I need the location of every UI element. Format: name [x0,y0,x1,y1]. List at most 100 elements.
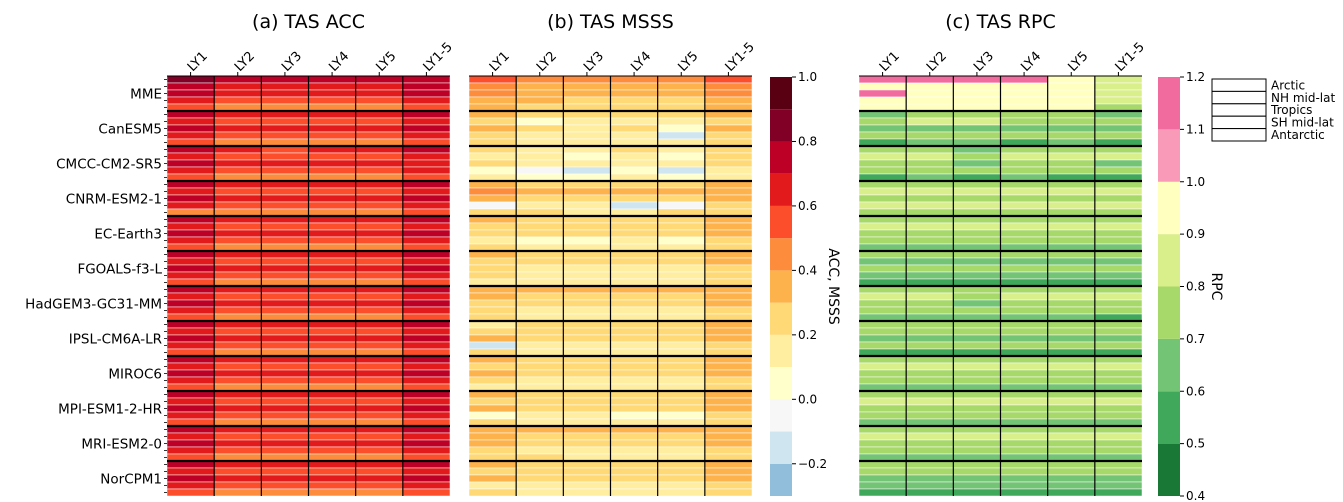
heatmap-cell [1047,264,1096,273]
heatmap-cell [610,82,658,91]
heatmap-cell [468,229,517,238]
heatmap-cell [953,229,1001,238]
heatmap-cell [515,229,564,238]
heatmap-cell [1094,159,1143,168]
heatmap-cell [1000,467,1048,476]
heatmap-cell [166,306,215,315]
heatmap-cell [1000,75,1048,84]
heatmap-cell [355,131,404,140]
heatmap-cell [657,201,706,210]
heatmap-cell [1094,306,1143,315]
heatmap-cell [308,467,356,476]
heatmap-cell [610,467,658,476]
heatmap-cell [610,362,658,371]
heatmap-cell [1094,117,1143,126]
heatmap-cell [1000,89,1048,98]
heatmap-cell [402,201,451,210]
colorbar-segment [1158,129,1180,182]
heatmap-cell [402,89,451,98]
heatmap-cell [402,257,451,266]
heatmap-cell [1000,411,1048,420]
colorbar-segment [770,431,792,464]
heatmap-cell [468,481,517,490]
heatmap-cell [515,96,564,105]
heatmap-cell [610,96,658,105]
colorbar-segment [770,399,792,432]
heatmap-cell [515,166,564,175]
heatmap-cell [905,432,954,441]
heatmap-cell [1000,474,1048,483]
heatmap-cell [657,271,706,280]
heatmap-cell [1047,271,1096,280]
heatmap-cell [858,75,907,84]
heatmap-cell [261,159,309,168]
row-label: MME [130,87,162,103]
colorbar-tick-label: 0.6 [798,199,817,213]
heatmap-cell [563,327,611,336]
column-label: LY1-5 [723,40,758,75]
heatmap-cell [704,467,753,476]
heatmap-cell [953,187,1001,196]
heatmap-cell [563,124,611,133]
heatmap-cell [1047,474,1096,483]
heatmap-cell [657,292,706,301]
heatmap-cell [468,306,517,315]
heatmap-cell [953,89,1001,98]
column-label: LY2 [534,49,560,75]
heatmap-cell [657,439,706,448]
heatmap-cell [213,201,262,210]
legend-label: Antarctic [1271,128,1325,142]
heatmap-cell [563,369,611,378]
heatmap-cell [355,299,404,308]
heatmap-cell [468,474,517,483]
heatmap-cell [858,369,907,378]
heatmap-cell [402,481,451,490]
heatmap-cell [166,299,215,308]
heatmap-cell [468,152,517,161]
heatmap-cell [704,159,753,168]
colorbar-rpc: 1.2 1.1 1.0 0.9 0.8 0.7 0.6 0.5 0.4 RPC [1158,70,1224,502]
heatmap-cell [468,82,517,91]
heatmap-cell [261,439,309,448]
heatmap-cell [355,166,404,175]
heatmap-cell [261,341,309,350]
heatmap-cell [704,327,753,336]
heatmap-cell [704,96,753,105]
heatmap-cell [515,481,564,490]
heatmap-cell [166,271,215,280]
heatmap-cell [213,131,262,140]
heatmap-cell [657,82,706,91]
heatmap-cell [213,488,262,497]
heatmap-cell [953,292,1001,301]
heatmap-cell [308,334,356,343]
colorbar-segment [1158,77,1180,130]
heatmap-cell [905,327,954,336]
heatmap-cell [515,75,564,84]
heatmap-cell [1094,187,1143,196]
heatmap-cell [355,96,404,105]
heatmap-cell [213,229,262,238]
heatmap-cell [402,166,451,175]
heatmap-cell [468,194,517,203]
heatmap-cell [858,474,907,483]
heatmap-cell [610,159,658,168]
heatmap-cell [468,264,517,273]
heatmap-cell [515,376,564,385]
heatmap-cell [468,411,517,420]
heatmap-cell [657,306,706,315]
heatmap-cell [213,264,262,273]
heatmap-cell [1047,362,1096,371]
heatmap-cell [1000,82,1048,91]
column-label: LY4 [1018,49,1044,75]
heatmap-cell [166,264,215,273]
heatmap-cell [858,292,907,301]
heatmap-cell [166,397,215,406]
heatmap-cell [402,362,451,371]
heatmap-cell [308,369,356,378]
heatmap-cell [858,271,907,280]
heatmap-cell [1000,187,1048,196]
heatmap-cell [858,432,907,441]
heatmap-cell [1047,257,1096,266]
heatmap-cell [166,341,215,350]
heatmap-cell [402,306,451,315]
